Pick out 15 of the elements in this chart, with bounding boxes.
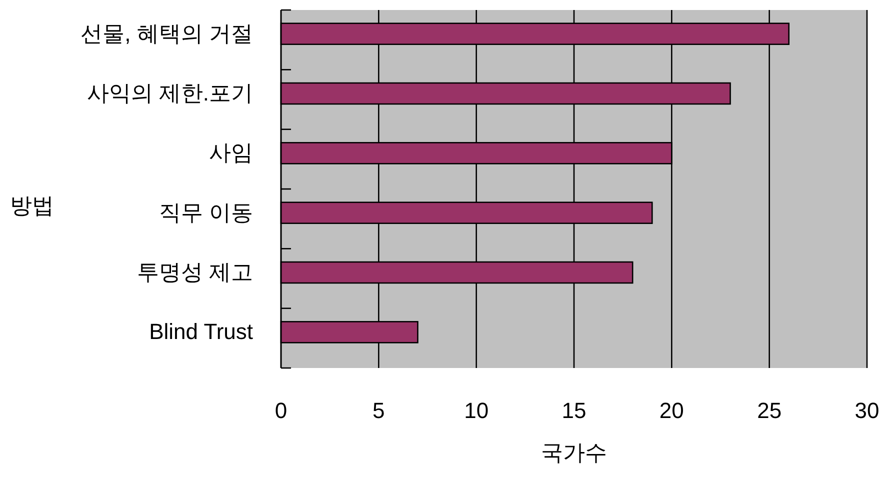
x-tick-label: 10 [464,398,489,423]
y-tick-label: 사익의 제한.포기 [86,80,253,106]
x-tick-label: 25 [757,398,782,423]
y-axis-title: 방법 [10,193,54,218]
y-tick-label: 사임 [209,140,253,166]
x-tick-label: 30 [854,398,880,423]
x-axis-title: 국가수 [541,440,607,465]
x-tick-label: 20 [659,398,684,423]
x-tick-label: 0 [274,398,288,423]
x-tick-label: 5 [372,398,385,423]
y-tick-label: 선물, 혜택의 거절 [80,20,253,46]
y-tick-label: 투명성 제고 [136,260,253,284]
y-tick-label: Blind Trust [149,319,253,344]
y-tick-label: 직무 이동 [158,200,253,225]
x-tick-label: 15 [562,398,586,423]
